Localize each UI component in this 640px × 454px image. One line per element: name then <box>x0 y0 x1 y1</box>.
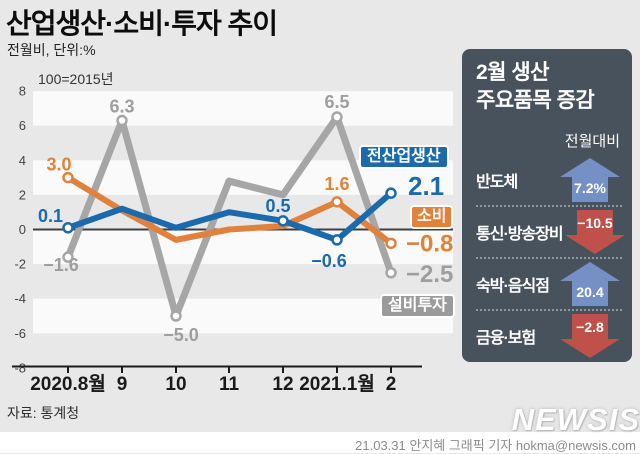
panel-row-label: 숙박·음식점 <box>476 277 550 295</box>
x-tick-label: 2020.8월 <box>30 373 106 395</box>
panel-row: 통신·방송장비 −10.5 <box>476 204 625 257</box>
point-marker <box>62 251 74 263</box>
y-tick-label: 8 <box>19 84 26 99</box>
point-marker <box>116 114 128 127</box>
point-label: −2.5 <box>406 261 453 288</box>
panel-row-label: 반도체 <box>476 173 518 191</box>
point-label: 0.1 <box>38 206 63 226</box>
chart-note: 100=2015년 <box>38 71 114 87</box>
up-arrow-icon: 20.4 <box>560 261 620 306</box>
panel-row: 반도체 7.2% <box>476 155 622 205</box>
y-tick-label: -6 <box>14 326 26 341</box>
page-subtitle: 전월비, 단위:% <box>7 42 96 58</box>
panel-row: 숙박·음식점 20.4 <box>476 256 622 309</box>
point-label: 3.0 <box>46 155 71 175</box>
x-tick-label: 9 <box>117 374 128 395</box>
panel-title: 2월 생산 주요품목 증감 <box>476 59 622 116</box>
up-arrow-icon: 7.2% <box>560 157 620 202</box>
x-tick-label: 12 <box>272 374 293 395</box>
point-label: 2.1 <box>408 171 444 201</box>
credit-line: 21.03.31 안지혜 그래픽 기자 hokma@newsis.com <box>355 438 636 453</box>
point-marker <box>62 171 74 184</box>
x-tick-label: 11 <box>219 374 240 395</box>
point-label: −0.8 <box>406 230 453 257</box>
point-marker <box>277 215 289 227</box>
point-label: −5.0 <box>163 325 199 345</box>
panel-row-value: 20.4 <box>576 284 603 300</box>
panel-row: 금융·보험 −2.8 <box>476 308 622 361</box>
newsis-watermark: NEWSIS <box>511 402 640 437</box>
legend-all-industry-production: 전산업생산 <box>359 145 449 169</box>
point-marker <box>62 222 74 234</box>
y-tick-label: 0 <box>19 222 26 237</box>
point-marker <box>385 267 397 279</box>
x-tick-label: 2 <box>386 374 397 395</box>
point-label: 0.5 <box>265 196 290 216</box>
point-marker <box>385 187 397 199</box>
series-line-0 <box>64 113 395 320</box>
panel-row-label: 금융·보험 <box>476 329 536 347</box>
legend-consumption: 소비 <box>410 205 454 229</box>
page-title: 산업생산·소비·투자 추이 <box>6 8 278 39</box>
panel-title-line1: 2월 생산 <box>476 61 549 84</box>
panel-title-line2: 주요품목 증감 <box>476 89 595 113</box>
panel-row-label: 통신·방송장비 <box>476 225 564 243</box>
panel-row-value: −10.5 <box>577 215 613 231</box>
down-arrow-icon: −10.5 <box>564 209 625 254</box>
point-label: 6.5 <box>324 92 349 112</box>
x-tick-label: 2021.1월 <box>299 373 375 395</box>
legend-facility-investment: 설비투자 <box>380 294 455 318</box>
point-label: 6.3 <box>109 97 134 117</box>
y-tick-label: 2 <box>19 187 26 202</box>
y-tick-label: -4 <box>14 291 26 306</box>
point-marker <box>331 234 343 246</box>
point-marker <box>385 237 397 250</box>
point-marker <box>331 196 343 208</box>
point-marker <box>331 111 343 123</box>
x-tick-label: 10 <box>165 374 186 395</box>
panel-row-value: 7.2% <box>574 180 606 196</box>
feb-production-panel: 2월 생산 주요품목 증감 전월대비 반도체 7.2% 통신·방송장비 −10.5 숙박… <box>462 49 632 362</box>
bottom-strip <box>0 432 640 453</box>
panel-rows: 반도체 7.2% 통신·방송장비 −10.5 숙박·음식점 20.4 금융·보험 −2.8 <box>476 155 625 361</box>
y-tick-label: 4 <box>19 153 26 168</box>
point-label: −0.6 <box>311 251 347 271</box>
y-tick-label: -8 <box>14 360 26 375</box>
source-note: 자료: 통계청 <box>7 405 80 421</box>
panel-row-value: −2.8 <box>576 319 604 335</box>
point-label: 1.6 <box>324 174 349 194</box>
point-label: −1.6 <box>43 255 79 275</box>
down-arrow-icon: −2.8 <box>560 313 620 358</box>
plot-stripe <box>33 91 453 126</box>
panel-col-header: 전월대비 <box>564 132 620 150</box>
y-tick-label: 6 <box>19 118 26 133</box>
y-tick-label: -2 <box>14 257 26 272</box>
point-marker <box>170 310 182 322</box>
